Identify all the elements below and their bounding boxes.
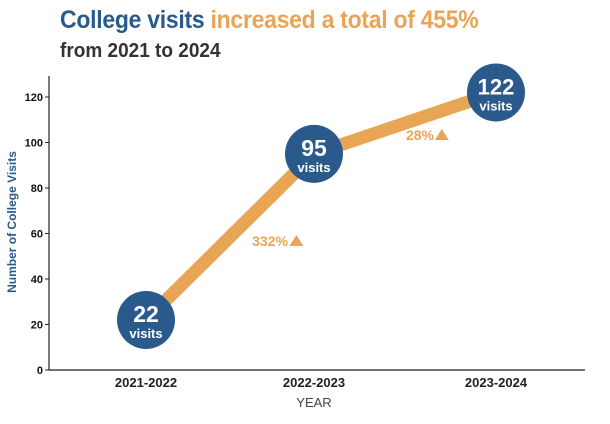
growth-label: 332% <box>252 233 288 249</box>
chart-title: College visits increased a total of 455% <box>60 6 479 35</box>
y-tick-label: 120 <box>25 92 43 104</box>
data-point-unit: visits <box>129 326 162 341</box>
data-point-circle <box>117 290 175 349</box>
data-point-value: 22 <box>133 301 159 327</box>
x-tick-label: 2021-2022 <box>115 375 177 390</box>
data-point-unit: visits <box>479 98 512 113</box>
chart-subtitle: from 2021 to 2024 <box>60 40 221 62</box>
annotations-layer: 332% 28% <box>252 127 449 249</box>
y-tick-label: 0 <box>37 365 43 377</box>
axes <box>48 76 585 371</box>
data-point-circle <box>467 63 525 122</box>
y-tick-label: 60 <box>31 229 43 241</box>
y-axis-label: Number of College Visits <box>5 151 19 293</box>
y-ticks: 0 20 40 60 80 100 120 <box>25 92 49 377</box>
y-tick-label: 20 <box>31 320 43 332</box>
x-axis-label: YEAR <box>296 395 331 410</box>
x-ticks: 2021-2022 2022-2023 2023-2024 <box>115 375 528 390</box>
data-point-circle <box>285 124 343 183</box>
y-tick-label: 40 <box>31 274 43 286</box>
y-tick-label: 80 <box>31 183 43 195</box>
y-tick-label: 100 <box>25 138 43 150</box>
x-tick-label: 2022-2023 <box>283 375 345 390</box>
title-part-1: College visits <box>60 6 205 34</box>
data-point-value: 95 <box>301 135 327 161</box>
up-triangle-icon <box>434 129 449 140</box>
growth-label: 28% <box>406 127 435 143</box>
title-part-2: increased a total of 455% <box>204 6 479 34</box>
data-point-unit: visits <box>297 160 330 175</box>
x-tick-label: 2023-2024 <box>465 375 528 390</box>
up-triangle-icon <box>289 235 304 246</box>
data-point-value: 122 <box>478 74 515 99</box>
